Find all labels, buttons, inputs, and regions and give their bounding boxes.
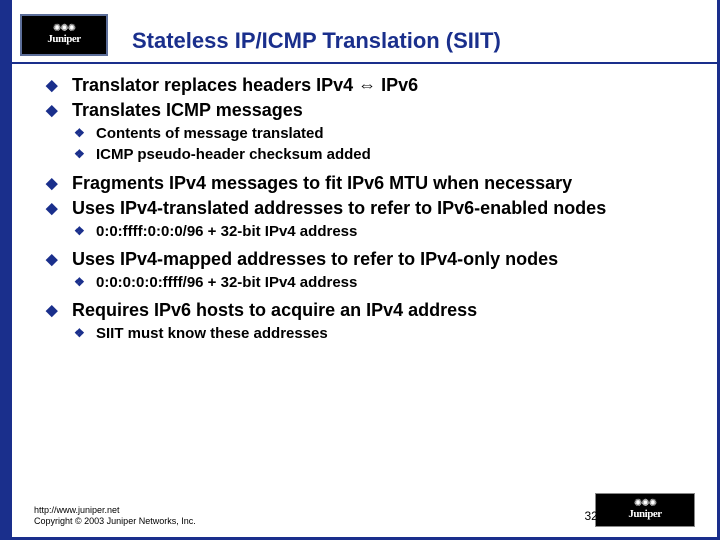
logo-brand: Juniper [47, 33, 80, 45]
logo-bottom: ✺✺✺ Juniper [595, 493, 695, 527]
footer-copyright: Copyright © 2003 Juniper Networks, Inc. [34, 516, 196, 527]
bullet-item: Translates ICMP messages Contents of mes… [46, 99, 693, 166]
bullet-text: Requires IPv6 hosts to acquire an IPv4 a… [72, 300, 477, 320]
sub-bullet-item: 0:0:ffff:0:0:0/96 + 32-bit IPv4 address [72, 222, 693, 242]
bullet-text: Uses IPv4-mapped addresses to refer to I… [72, 249, 558, 269]
bullet-item: Translator replaces headers IPv4 ⇔ IPv6 [46, 74, 693, 97]
sub-bullet-text: ICMP pseudo-header checksum added [96, 146, 371, 163]
sub-bullet-text: SIIT must know these addresses [96, 325, 328, 342]
logo-sun-icon: ✺✺✺ [53, 25, 75, 33]
sub-bullet-text: 0:0:0:0:0:ffff/96 + 32-bit IPv4 address [96, 274, 357, 291]
bullet-list: Translator replaces headers IPv4 ⇔ IPv6 … [46, 74, 693, 344]
bullet-item: Uses IPv4-mapped addresses to refer to I… [46, 248, 693, 293]
bullet-item: Requires IPv6 hosts to acquire an IPv4 a… [46, 299, 693, 344]
footer-text: http://www.juniper.net Copyright © 2003 … [34, 505, 196, 528]
sub-bullet-list: SIIT must know these addresses [72, 324, 693, 344]
page-number: 32 [585, 509, 598, 523]
bullet-item: Fragments IPv4 messages to fit IPv6 MTU … [46, 172, 693, 195]
sub-bullet-text: Contents of message translated [96, 125, 324, 142]
logo-brand: Juniper [628, 508, 661, 520]
sub-bullet-item: Contents of message translated [72, 124, 693, 144]
logo-sun-icon: ✺✺✺ [634, 500, 656, 508]
sub-bullet-text: 0:0:ffff:0:0:0/96 + 32-bit IPv4 address [96, 223, 357, 240]
content-area: Translator replaces headers IPv4 ⇔ IPv6 … [46, 74, 693, 350]
bullet-item: Uses IPv4-translated addresses to refer … [46, 197, 693, 242]
bullet-text: Translates ICMP messages [72, 100, 303, 120]
sub-bullet-list: Contents of message translated ICMP pseu… [72, 124, 693, 166]
logo-top: ✺✺✺ Juniper [20, 14, 108, 56]
sub-bullet-item: SIIT must know these addresses [72, 324, 693, 344]
title-rule [12, 62, 717, 64]
bullet-text: Translator replaces headers IPv4 ⇔ IPv6 [72, 75, 418, 95]
footer-url: http://www.juniper.net [34, 505, 196, 516]
sub-bullet-item: ICMP pseudo-header checksum added [72, 145, 693, 165]
sub-bullet-item: 0:0:0:0:0:ffff/96 + 32-bit IPv4 address [72, 273, 693, 293]
slide: ✺✺✺ Juniper Stateless IP/ICMP Translatio… [0, 0, 720, 540]
bullet-text: Fragments IPv4 messages to fit IPv6 MTU … [72, 173, 572, 193]
slide-title: Stateless IP/ICMP Translation (SIIT) [132, 28, 697, 54]
bullet-text: Uses IPv4-translated addresses to refer … [72, 198, 606, 218]
sub-bullet-list: 0:0:0:0:0:ffff/96 + 32-bit IPv4 address [72, 273, 693, 293]
sub-bullet-list: 0:0:ffff:0:0:0/96 + 32-bit IPv4 address [72, 222, 693, 242]
